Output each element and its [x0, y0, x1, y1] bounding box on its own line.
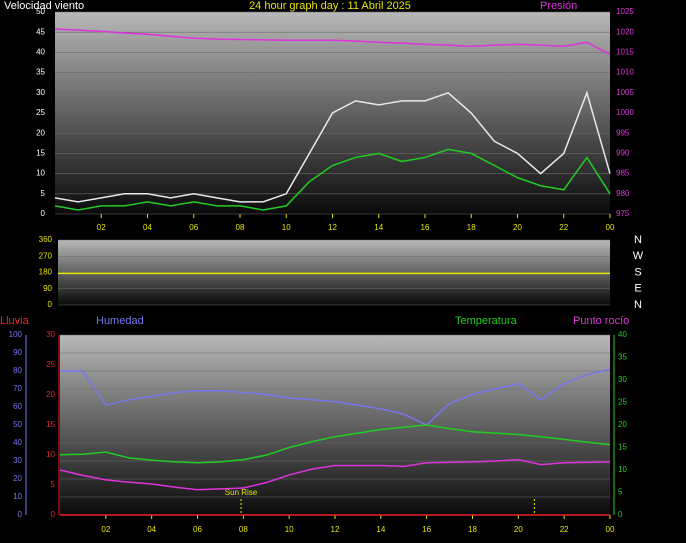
y-tick-label: 40	[618, 330, 627, 339]
y-tick-label: 1000	[616, 108, 634, 117]
x-tick-label: 06	[193, 525, 202, 534]
wind-label: Velocidad viento	[4, 0, 84, 12]
y-tick-label: 995	[616, 128, 630, 137]
y-tick-label: 20	[36, 128, 45, 137]
y-tick-label: 975	[616, 209, 630, 218]
y-tick-label: 25	[46, 360, 55, 369]
series-line	[59, 458, 611, 491]
y-tick-label: 60	[13, 402, 22, 411]
y-tick-label: 0	[51, 510, 56, 519]
y-tick-label: 30	[46, 330, 55, 339]
y-tick-label: 35	[36, 68, 45, 77]
y-tick-label: 10	[36, 169, 45, 178]
y-tick-label: 15	[618, 443, 627, 452]
y-tick-label: 15	[36, 149, 45, 158]
series-line	[60, 368, 611, 426]
y-tick-label: 10	[46, 450, 55, 459]
y-tick-label: 30	[13, 456, 22, 465]
y-tick-label: 270	[39, 251, 53, 260]
y-tick-label: 25	[618, 398, 627, 407]
y-tick-label: 5	[51, 480, 56, 489]
y-tick-label: 35	[618, 353, 627, 362]
x-tick-label: 22	[560, 525, 569, 534]
y-tick-label: 40	[36, 48, 45, 57]
compass-label: W	[633, 250, 644, 262]
y-tick-label: 0	[41, 209, 46, 218]
x-tick-label: 16	[422, 525, 431, 534]
x-tick-label: 04	[147, 525, 156, 534]
y-tick-label: 50	[13, 420, 22, 429]
y-tick-label: 20	[46, 390, 55, 399]
y-tick-label: 15	[46, 420, 55, 429]
x-tick-label: 00	[606, 525, 615, 534]
y-tick-label: 80	[13, 366, 22, 375]
series-line	[54, 90, 611, 203]
x-tick-label: 02	[97, 223, 106, 232]
x-tick-label: 04	[143, 223, 152, 232]
y-tick-label: 0	[18, 510, 23, 519]
y-tick-label: 20	[618, 420, 627, 429]
y-tick-label: 5	[41, 189, 46, 198]
y-tick-label: 1025	[616, 7, 634, 16]
y-tick-label: 45	[36, 27, 45, 36]
y-tick-label: 1005	[616, 88, 634, 97]
y-tick-label: 360	[39, 235, 53, 244]
y-tick-label: 980	[616, 189, 630, 198]
humidity-label: Humedad	[96, 315, 144, 327]
x-tick-label: 12	[328, 223, 337, 232]
x-tick-label: 18	[467, 223, 476, 232]
y-tick-label: 50	[36, 7, 45, 16]
annotation: Sun Rise	[225, 488, 258, 497]
x-tick-label: 06	[189, 223, 198, 232]
x-tick-label: 12	[331, 525, 340, 534]
compass-label: E	[634, 283, 641, 295]
y-tick-label: 10	[618, 465, 627, 474]
compass-label: N	[634, 234, 642, 246]
x-tick-label: 14	[376, 525, 385, 534]
y-tick-label: 990	[616, 149, 630, 158]
x-tick-label: 20	[514, 525, 523, 534]
y-tick-label: 1020	[616, 27, 634, 36]
y-tick-label: 985	[616, 169, 630, 178]
y-tick-label: 70	[13, 384, 22, 393]
temperature-label: Temperatura	[455, 315, 518, 327]
y-tick-label: 90	[13, 348, 22, 357]
compass-label: S	[634, 266, 641, 278]
y-tick-label: 10	[13, 492, 22, 501]
x-tick-label: 10	[282, 223, 291, 232]
chart-title: 24 hour graph day : 11 Abril 2025	[249, 0, 411, 12]
series-line	[54, 28, 611, 56]
y-tick-label: 30	[36, 88, 45, 97]
y-tick-label: 40	[13, 438, 22, 447]
y-tick-label: 0	[618, 510, 623, 519]
series-line	[59, 424, 611, 464]
compass-label: N	[634, 299, 642, 311]
y-tick-label: 25	[36, 108, 45, 117]
x-tick-label: 20	[513, 223, 522, 232]
y-tick-label: 1015	[616, 48, 634, 57]
x-tick-label: 22	[559, 223, 568, 232]
y-tick-label: 5	[618, 488, 623, 497]
x-tick-label: 08	[239, 525, 248, 534]
rain-label: Lluvia	[0, 315, 30, 327]
pressure-label: Presión	[540, 0, 577, 12]
y-tick-label: 1010	[616, 68, 634, 77]
y-tick-label: 0	[48, 300, 53, 309]
x-tick-label: 18	[468, 525, 477, 534]
y-tick-label: 20	[13, 474, 22, 483]
y-tick-label: 30	[618, 375, 627, 384]
x-tick-label: 02	[101, 525, 110, 534]
x-tick-label: 00	[606, 223, 615, 232]
dewpoint-label: Punto rocío	[573, 315, 629, 327]
x-tick-label: 10	[285, 525, 294, 534]
series-line	[54, 148, 611, 211]
x-tick-label: 14	[374, 223, 383, 232]
x-tick-label: 16	[421, 223, 430, 232]
x-tick-label: 08	[236, 223, 245, 232]
y-tick-label: 90	[43, 284, 52, 293]
y-tick-label: 180	[39, 268, 53, 277]
y-tick-label: 100	[9, 330, 23, 339]
